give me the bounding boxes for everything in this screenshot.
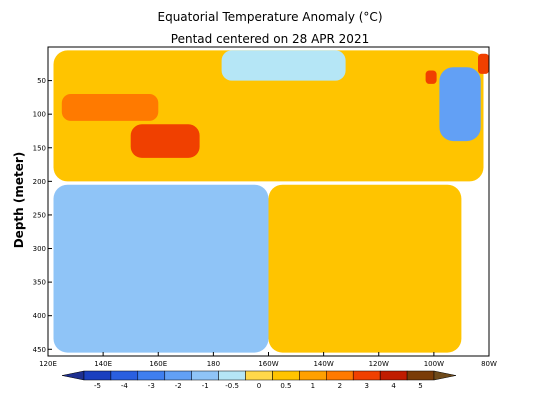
colorbar-segment [272,370,300,381]
colorbar-tick-label: -2 [175,382,182,390]
colorbar-tick-label: 0 [257,382,261,390]
x-tick-label: 140W [313,360,333,368]
y-tick-label: 450 [33,346,46,354]
colorbar-segment [218,370,246,381]
x-tick-label: 80W [481,360,497,368]
colorbar-segment [379,370,408,381]
colorbar-tick-label: -1 [202,382,209,390]
anomaly-region-surface-cool-central [221,50,346,81]
colorbar-tick-label: -5 [94,382,101,390]
anomaly-region-lower-cool-west [53,184,269,353]
x-tick-label: 160W [258,360,278,368]
colorbar-segment [326,370,354,381]
x-tick-label: 140E [94,360,112,368]
y-tick-label: 300 [33,245,46,253]
y-tick-label: 100 [33,111,46,119]
chart-subtitle: Pentad centered on 28 APR 2021 [171,32,369,46]
x-tick-label: 120W [369,360,389,368]
colorbar-low-arrow [61,370,85,381]
colorbar-segment [406,370,435,381]
colorbar-segment [83,370,112,381]
anomaly-region-core-warm [130,124,200,158]
anomaly-region-far-east-warm [478,53,489,74]
colorbar-segment [137,370,165,381]
anomaly-region-east-cool-surface [439,67,481,142]
colorbar-segment [110,370,139,381]
colorbar: -5 -4 -3 -2 -1 -0.5 0 0.5 1 2 3 4 5 [61,370,457,390]
y-tick-label: 250 [33,211,46,219]
colorbar-tick-label: 5 [418,382,422,390]
anomaly-region-lower-warm-east [268,184,462,353]
colorbar-segment [164,370,192,381]
colorbar-tick-label: 1 [311,382,315,390]
anomaly-region-east-warm-spot [425,70,437,84]
chart-title: Equatorial Temperature Anomaly (°C) [158,10,383,24]
x-tick-label: 100W [424,360,444,368]
colorbar-tick-label: 2 [338,382,342,390]
y-tick-label: 150 [33,144,46,152]
plot-area [48,47,489,356]
y-tick-label: 350 [33,279,46,287]
colorbar-tick-label: -0.5 [225,382,239,390]
x-tick-label: 160E [149,360,167,368]
colorbar-segment [299,370,327,381]
anomaly-region-shallow-warm-west [61,94,159,121]
colorbar-segment [245,370,273,381]
y-tick-label: 50 [37,77,46,85]
x-tick-label: 120E [39,360,57,368]
colorbar-segment [352,370,381,381]
y-tick-label: 200 [33,178,46,186]
x-tick-label: 180 [207,360,220,368]
colorbar-tick-label: 3 [364,382,368,390]
colorbar-tick-label: -4 [121,382,129,390]
colorbar-high-arrow [433,370,457,381]
colorbar-tick-label: 0.5 [280,382,291,390]
colorbar-tick-label: -3 [148,382,155,390]
colorbar-segment [191,370,219,381]
colorbar-tick-label: 4 [391,382,396,390]
y-tick-label: 400 [33,312,46,320]
y-axis-label: Depth (meter) [12,152,26,249]
